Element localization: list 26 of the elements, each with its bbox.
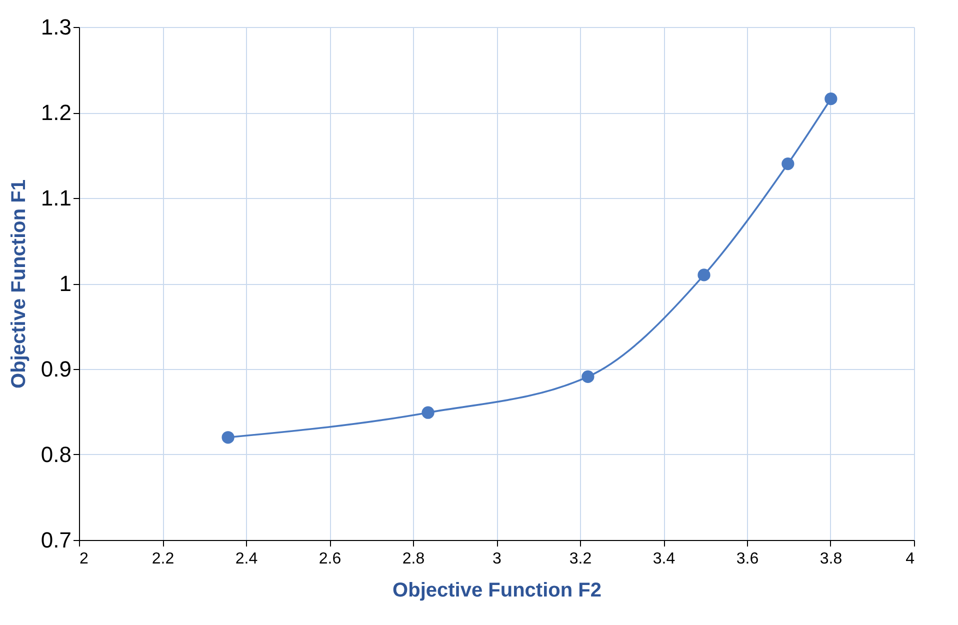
y-tick-label: 1 [59, 271, 72, 296]
y-tick-label: 1.3 [40, 14, 72, 40]
point [824, 92, 838, 106]
point [782, 157, 794, 170]
x-tick-label: 2.4 [235, 550, 258, 568]
point [222, 431, 234, 444]
y-axis-title: Objective Function F1 [8, 180, 30, 388]
x-tick-label: 2.6 [318, 550, 342, 568]
point [422, 406, 434, 419]
x-tick-label: 3.4 [652, 550, 676, 568]
x-tick-label: 3.6 [736, 550, 759, 568]
y-tick-label: 1.1 [40, 186, 72, 210]
x-tick-label: 2.8 [402, 550, 425, 568]
x-tick-label: 3.8 [820, 550, 842, 568]
point [582, 370, 594, 384]
y-tick-label: 1.2 [40, 100, 72, 125]
point [698, 268, 710, 282]
y-tick-label: 0.9 [40, 356, 72, 382]
y-tick-label: 0.7 [40, 528, 72, 552]
x-tick-label: 3.2 [569, 550, 592, 568]
x-tick-label: 2.2 [152, 550, 174, 568]
x-tick-label: 2 [80, 550, 88, 568]
x-tick-label: 3 [492, 550, 502, 568]
x-tick-label: 4 [906, 550, 915, 568]
x-axis-title: Objective Function F2 [392, 580, 602, 602]
y-tick-label: 0.8 [40, 442, 72, 467]
